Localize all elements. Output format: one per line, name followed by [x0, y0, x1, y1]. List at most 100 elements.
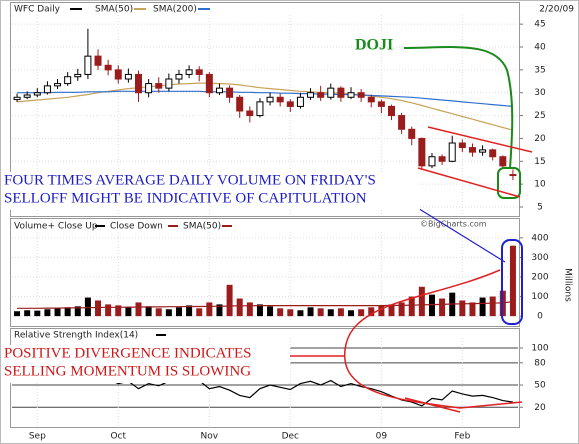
- series-line: [17, 82, 514, 131]
- candle-body: [438, 156, 446, 162]
- volume-bar: [469, 302, 476, 317]
- candle-body: [458, 142, 466, 149]
- candle-body: [205, 73, 213, 94]
- candle-body: [479, 149, 487, 153]
- candle-body: [256, 101, 264, 117]
- candle-body: [388, 105, 395, 117]
- x-tick-label: Dec: [282, 432, 299, 442]
- candle-body: [114, 69, 122, 80]
- candle-body: [124, 73, 132, 80]
- volume-bar: [64, 307, 71, 317]
- legend-label: Close Down: [110, 222, 163, 232]
- volume-bar: [509, 245, 516, 317]
- volume-bar: [196, 308, 203, 317]
- volume-bar: [216, 304, 223, 317]
- volume-bar: [348, 310, 355, 317]
- volume-bar: [337, 308, 344, 317]
- volume-bar: [267, 306, 274, 317]
- volume-bar: [84, 297, 91, 317]
- candle-body: [195, 69, 203, 75]
- volume-bar: [226, 284, 233, 317]
- candle-body: [509, 174, 517, 177]
- note-bg: [2, 172, 420, 210]
- legend-label: SMA(50): [183, 222, 221, 232]
- doji-label: DOJI: [355, 37, 393, 54]
- y-tick-label: 35: [534, 65, 545, 75]
- volume-bar: [368, 307, 375, 317]
- candle-body: [135, 73, 142, 94]
- volume-bar: [125, 307, 132, 317]
- candle-body: [468, 147, 476, 153]
- chart-date: 2/20/09: [539, 5, 574, 15]
- trend-line: [404, 397, 461, 413]
- volume-bar: [74, 306, 81, 317]
- candle-body: [357, 92, 365, 98]
- volume-bar: [489, 296, 496, 317]
- volume-bar: [277, 308, 284, 317]
- doji-circle: [497, 167, 521, 199]
- volume-bar: [459, 300, 466, 317]
- volume-bar: [135, 302, 142, 317]
- candle-body: [317, 92, 325, 98]
- legend-label: SMA(50): [95, 5, 133, 15]
- candle-body: [286, 101, 294, 107]
- candle-body: [54, 83, 62, 87]
- volume-bar: [115, 305, 122, 317]
- candle-body: [175, 73, 183, 80]
- candle-body: [266, 96, 274, 103]
- volume-bar: [54, 308, 61, 317]
- candle-body: [337, 87, 345, 98]
- y-axis-label: Millions: [563, 268, 573, 302]
- credit: ©BigCharts.com: [420, 220, 487, 229]
- x-tick-label: Feb: [454, 432, 470, 442]
- volume-circle: [501, 239, 523, 325]
- legend-label: Relative Strength Index(14): [14, 331, 138, 341]
- y-tick-label: 25: [534, 111, 545, 121]
- volume-bar: [439, 298, 446, 317]
- candle-body: [489, 149, 497, 158]
- candle-body: [296, 96, 304, 107]
- note-bg: [2, 345, 290, 383]
- volume-bar: [256, 304, 263, 317]
- y-tick-label: 20: [534, 403, 546, 413]
- y-tick-label: 80: [534, 358, 546, 368]
- legend-label: SMA(200): [153, 5, 197, 15]
- volume-bar: [155, 308, 162, 317]
- series-line: [17, 90, 513, 107]
- y-tick-label: 15: [534, 157, 545, 167]
- y-tick-label: 300: [531, 253, 548, 263]
- volume-bar: [398, 302, 405, 317]
- volume-bar: [14, 311, 21, 317]
- y-tick-label: 200: [531, 273, 548, 283]
- volume-bar: [34, 310, 41, 317]
- volume-bar: [418, 286, 425, 317]
- x-tick-label: Oct: [110, 432, 126, 442]
- y-tick-label: 20: [534, 134, 546, 144]
- series-line: [17, 301, 513, 309]
- y-tick-label: 10: [534, 180, 546, 190]
- candle-body: [13, 96, 21, 101]
- candle-body: [499, 156, 507, 167]
- candle-body: [43, 85, 51, 94]
- volume-bar: [236, 298, 243, 317]
- y-tick-label: 50: [534, 381, 546, 391]
- volume-bar: [145, 306, 152, 317]
- candle-body: [84, 55, 92, 75]
- volume-bar: [175, 307, 182, 317]
- candle-body: [33, 92, 41, 96]
- candle-body: [448, 142, 456, 162]
- y-tick-label: 0: [537, 312, 543, 322]
- candle-body: [246, 110, 254, 117]
- volume-bar: [297, 310, 304, 317]
- rsi-note: POSITIVE DIVERGENCE INDICATES: [4, 345, 252, 361]
- candle-body: [327, 87, 335, 98]
- legend-label: Volume+ Close Up: [14, 222, 98, 232]
- trend-line: [417, 167, 521, 198]
- volume-bar: [327, 309, 334, 317]
- y-tick-label: 40: [534, 43, 546, 53]
- y-tick-label: 5: [537, 203, 543, 213]
- volume-bar: [24, 310, 31, 317]
- candle-body: [23, 94, 31, 98]
- trend-line: [427, 126, 533, 153]
